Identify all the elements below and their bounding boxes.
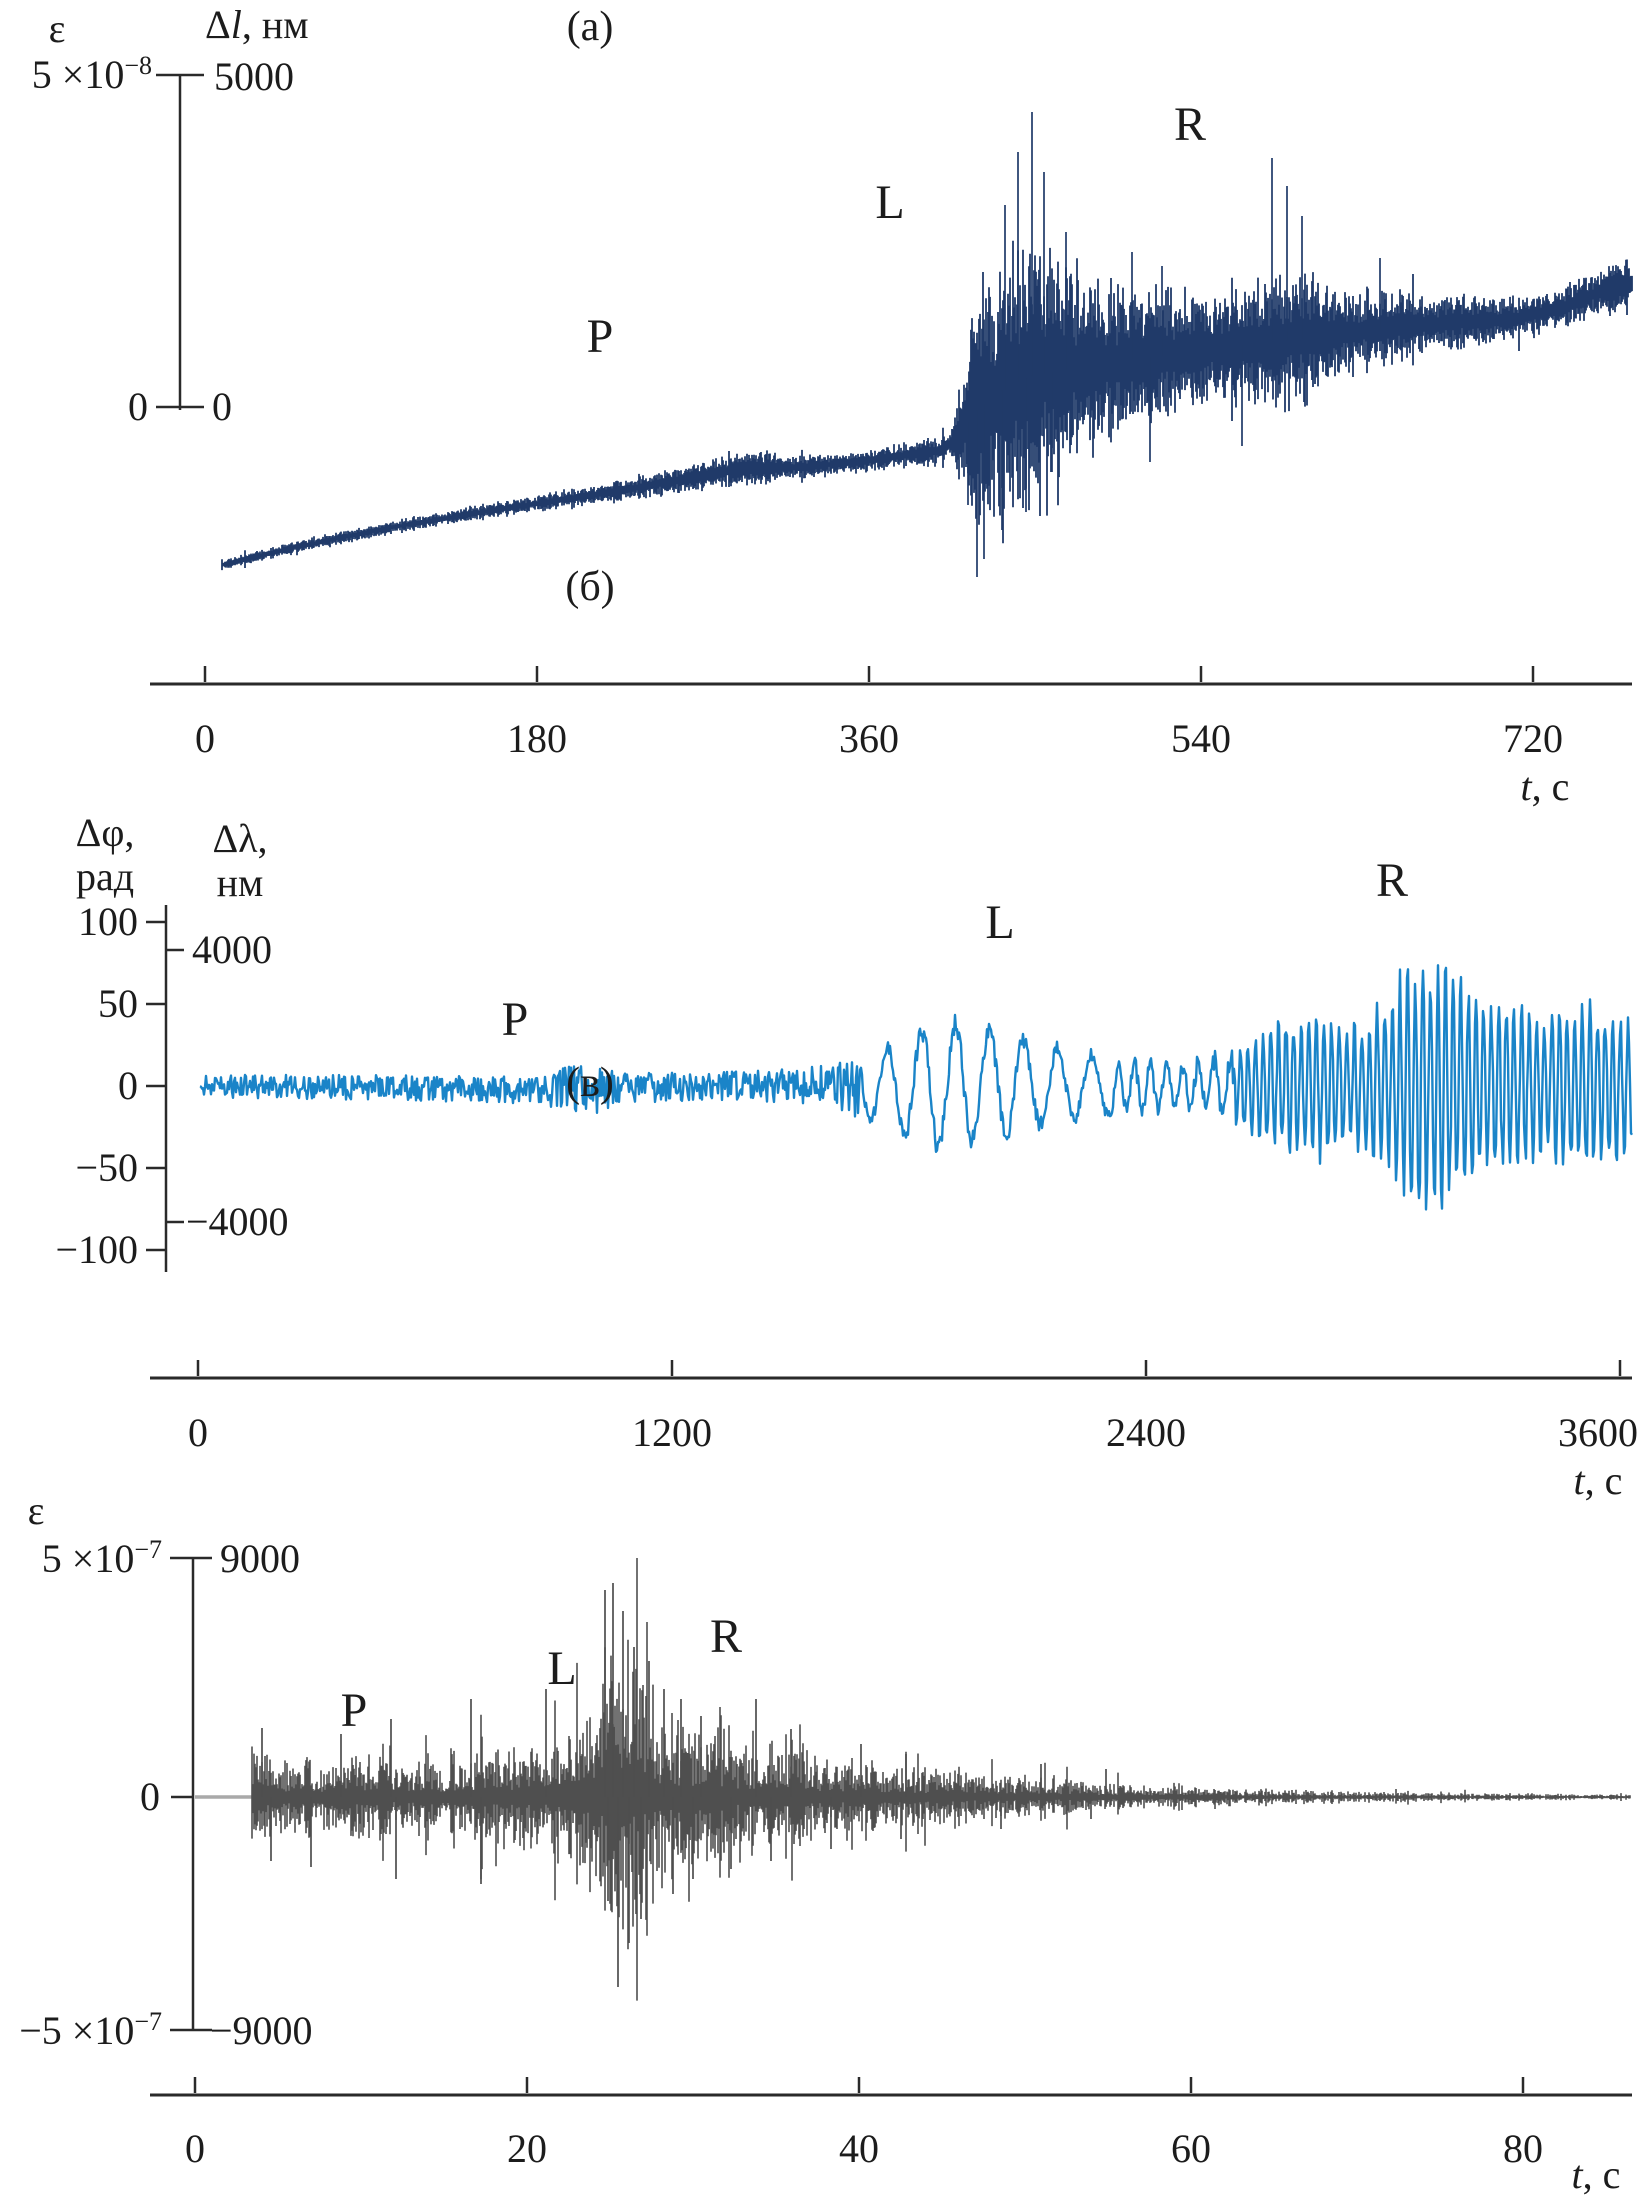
left-axis-title-line2: рад: [76, 854, 134, 899]
waveform-trace: [251, 1558, 1631, 2001]
right-tick-label: 5000: [214, 54, 294, 99]
panel-caption: (в): [566, 1060, 614, 1106]
x-axis-title: t, с: [1572, 2152, 1621, 2197]
x-tick-label: 720: [1503, 716, 1563, 761]
right-tick-label: 9000: [220, 1536, 300, 1581]
x-tick-label: 1200: [632, 1410, 712, 1455]
left-tick-label: 50: [98, 981, 138, 1026]
phase-label-l: L: [875, 176, 904, 229]
x-tick-label: 540: [1171, 716, 1231, 761]
phase-label-p: P: [341, 1684, 368, 1737]
x-tick-label: 0: [185, 2126, 205, 2171]
x-tick-label: 180: [507, 716, 567, 761]
left-tick-label: −5 ×10−7: [19, 2007, 162, 2053]
x-tick-label: 3600: [1558, 1410, 1638, 1455]
x-axis-title: t, с: [1521, 764, 1570, 809]
x-tick-label: 0: [195, 716, 215, 761]
left-tick-label: 0: [128, 384, 148, 429]
panel-b: Δφ,рад Δλ,нм 100 50 0 −50 −100 4000 −4000 (б) P L R 0…: [55, 564, 1638, 1503]
phase-label-p: P: [502, 993, 529, 1046]
x-tick-label: 2400: [1106, 1410, 1186, 1455]
right-axis-title: Δl, нм: [205, 2, 309, 47]
x-tick-label: 20: [507, 2126, 547, 2171]
x-tick-label: 40: [839, 2126, 879, 2171]
right-tick-label: 4000: [192, 927, 272, 972]
left-axis-title: ε: [28, 1488, 45, 1533]
phase-label-p: P: [587, 310, 614, 363]
left-axis-title: ε: [49, 6, 66, 51]
right-tick-label: −4000: [186, 1199, 289, 1244]
panel-caption: (а): [567, 4, 614, 50]
left-tick-label: 5 ×10−7: [42, 1535, 162, 1581]
right-axis-title-line2: нм: [217, 860, 264, 905]
left-tick-label: 0: [118, 1063, 138, 1108]
x-tick-label: 80: [1503, 2126, 1543, 2171]
waveform-trace: [199, 964, 1634, 1211]
right-axis-title-line1: Δλ,: [212, 816, 267, 861]
x-tick-label: 60: [1171, 2126, 1211, 2171]
phase-label-r: R: [1376, 854, 1408, 907]
phase-label-l: L: [985, 896, 1014, 949]
panel-a: ε5 ×10−8 Δl, нм 5000 0 0 (а) P L R 0 180 360 540 720t…: [32, 2, 1633, 809]
right-tick-label: −9000: [210, 2008, 313, 2053]
panel-caption: (б): [565, 564, 614, 610]
left-tick-label: 100: [78, 899, 138, 944]
x-axis-title: t, с: [1574, 1458, 1623, 1503]
left-tick-label: −50: [75, 1145, 138, 1190]
panel-v: ε5 ×10−7 9000 0 −5 ×10−7 −9000 (в) P L R 0 20 40 60 8…: [19, 1060, 1632, 2197]
phase-label-r: R: [1174, 98, 1206, 151]
left-tick-label: −100: [55, 1227, 138, 1272]
waveform-trace: [221, 240, 1633, 571]
right-tick-label: 0: [212, 384, 232, 429]
waveform-spikes-down: [270, 1797, 1092, 1987]
phase-label-r: R: [710, 1610, 742, 1663]
x-tick-label: 0: [188, 1410, 208, 1455]
waveform-spikes-up: [261, 1583, 1107, 1797]
left-tick-label: 0: [140, 1774, 160, 1819]
x-tick-label: 360: [839, 716, 899, 761]
waveform-spikes-down: [967, 345, 1243, 577]
waveform-spikes-up: [1004, 112, 1381, 390]
phase-label-l: L: [547, 1642, 576, 1695]
left-tick-label: 5 ×10−8: [32, 51, 152, 97]
left-axis-title-line1: Δφ,: [76, 810, 135, 855]
